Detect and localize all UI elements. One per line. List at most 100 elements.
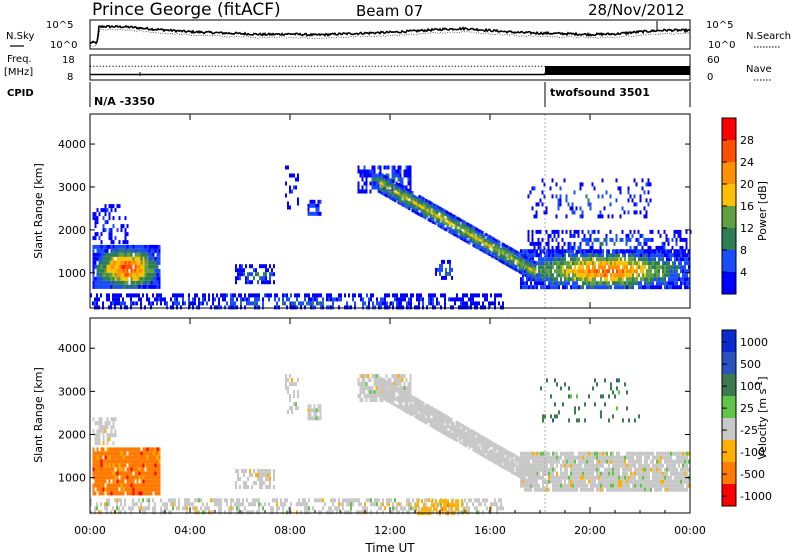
heatmap-cell (566, 285, 568, 290)
heatmap-cell (265, 473, 267, 477)
heatmap-cell (400, 297, 402, 302)
heatmap-cell (106, 272, 109, 277)
heatmap-cell (284, 293, 286, 298)
heatmap-cell (430, 297, 432, 302)
y-tick-label: 3000 (58, 181, 86, 194)
station-title: Prince George (fitACF) (92, 0, 281, 20)
heatmap-cell (664, 455, 666, 460)
heatmap-cell (538, 265, 540, 270)
heatmap-cell (140, 487, 143, 492)
heatmap-cell (581, 229, 584, 234)
heatmap-cell (531, 233, 534, 238)
heatmap-cell (450, 305, 452, 310)
heatmap-cell (218, 297, 220, 302)
heatmap-cell (536, 479, 538, 484)
heatmap-cell (567, 245, 570, 250)
heatmap-cell (530, 451, 532, 456)
heatmap-cell (112, 268, 115, 273)
heatmap-cell (96, 297, 98, 302)
power-colorbar-tick-label: 12 (740, 222, 754, 235)
heatmap-cell (407, 191, 410, 195)
heatmap-cell (558, 475, 560, 480)
heatmap-cell (270, 293, 272, 298)
heatmap-cell (363, 386, 366, 391)
heatmap-cell (318, 498, 320, 503)
heatmap-cell (92, 252, 95, 257)
heatmap-cell (564, 382, 566, 387)
heatmap-cell (666, 471, 668, 476)
heatmap-cell (198, 301, 200, 306)
heatmap-cell (541, 190, 544, 195)
heatmap-cell (408, 502, 410, 507)
heatmap-cell (626, 390, 628, 395)
heatmap-cell (362, 305, 364, 310)
heatmap-cell (654, 471, 656, 476)
heatmap-cell (628, 273, 630, 278)
heatmap-cell (90, 510, 92, 515)
heatmap-cell (96, 293, 98, 298)
heatmap-cell (366, 506, 368, 511)
heatmap-cell (134, 487, 137, 492)
heatmap-cell (236, 305, 238, 310)
heatmap-cell (170, 510, 172, 515)
heatmap-cell (268, 293, 270, 298)
heatmap-cell (271, 268, 273, 273)
heatmap-cell (102, 248, 105, 253)
heatmap-cell (232, 293, 234, 298)
heatmap-cell (540, 253, 542, 258)
heatmap-cell (230, 502, 232, 507)
heatmap-cell (584, 418, 586, 423)
heatmap-cell (287, 201, 289, 206)
heatmap-cell (212, 301, 214, 306)
heatmap-cell (94, 284, 97, 289)
heatmap-cell (106, 491, 109, 496)
heatmap-cell (462, 301, 464, 306)
heatmap-cell (132, 284, 135, 289)
heatmap-cell (402, 506, 404, 511)
heatmap-cell (633, 229, 636, 234)
heatmap-cell (646, 459, 648, 464)
heatmap-cell (392, 293, 394, 298)
heatmap-cell (592, 471, 594, 476)
heatmap-cell (592, 249, 594, 254)
heatmap-cell (535, 229, 538, 234)
heatmap-cell (255, 481, 257, 485)
heatmap-cell (392, 305, 394, 310)
heatmap-cell (672, 277, 674, 282)
heatmap-cell (550, 285, 552, 290)
heatmap-cell (594, 253, 596, 258)
heatmap-cell (679, 237, 682, 242)
heatmap-cell (106, 248, 109, 253)
heatmap-cell (134, 463, 137, 468)
heatmap-cell (317, 404, 320, 409)
heatmap-cell (184, 506, 186, 511)
heatmap-cell (230, 293, 232, 298)
heatmap-cell (574, 273, 576, 278)
heatmap-cell (168, 510, 170, 515)
heatmap-cell (586, 487, 588, 492)
heatmap-cell (172, 293, 174, 298)
heatmap-cell (162, 510, 164, 515)
heatmap-cell (338, 293, 340, 298)
heatmap-cell (116, 264, 119, 269)
heatmap-cell (316, 297, 318, 302)
heatmap-cell (138, 256, 141, 261)
heatmap-cell (555, 214, 558, 219)
heatmap-cell (435, 271, 437, 276)
heatmap-cell (98, 471, 101, 476)
heatmap-cell (396, 305, 398, 310)
heatmap-cell (142, 256, 145, 261)
power-colorbar-swatch (722, 228, 736, 250)
heatmap-cell (315, 412, 318, 417)
heatmap-cell (546, 455, 548, 460)
heatmap-cell (664, 269, 666, 274)
heatmap-cell (118, 451, 121, 456)
heatmap-cell (130, 272, 133, 277)
heatmap-cell (257, 272, 259, 277)
heatmap-cell (150, 264, 153, 269)
heatmap-cell (106, 510, 108, 515)
heatmap-cell (660, 277, 662, 282)
heatmap-cell (154, 248, 157, 253)
heatmap-cell (134, 447, 137, 452)
heatmap-cell (638, 467, 640, 472)
